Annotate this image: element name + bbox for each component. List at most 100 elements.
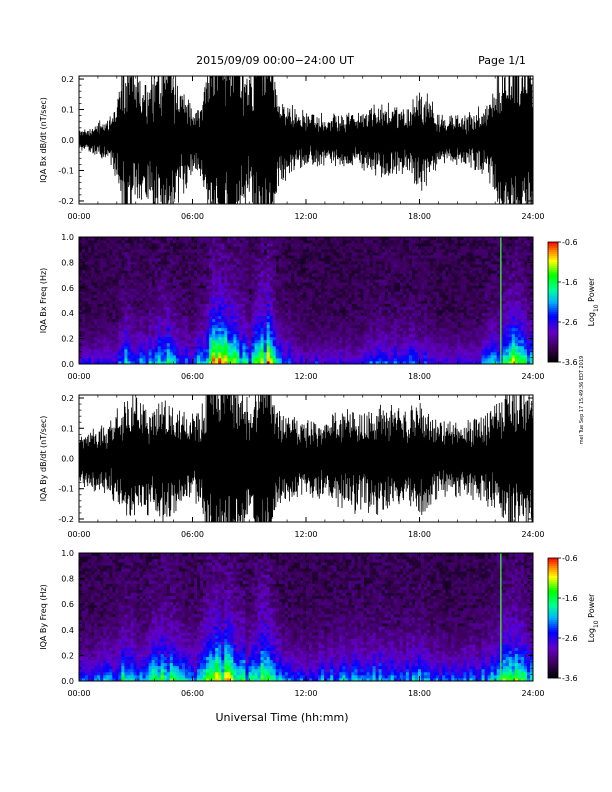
spectrogram-cell	[121, 306, 125, 310]
spectrogram-cell	[339, 270, 343, 274]
spectrogram-cell	[197, 345, 201, 350]
spectrogram-cell	[248, 294, 252, 298]
spectrogram-cell	[91, 315, 95, 320]
spectrogram-cell	[333, 360, 337, 364]
spectrogram-cell	[306, 306, 310, 310]
spectrogram-cell	[200, 291, 204, 295]
spectrogram-cell	[91, 237, 95, 241]
spectrogram-cell	[175, 303, 180, 307]
spectrogram-cell	[206, 318, 210, 323]
spectrogram-cell	[181, 303, 186, 307]
spectrogram-cell	[257, 315, 261, 320]
spectrogram-cell	[227, 306, 231, 310]
spectrogram-cell	[302, 306, 307, 310]
spectrogram-cell	[390, 336, 395, 341]
spectrogram-cell	[399, 291, 404, 295]
spectrogram-cell	[414, 318, 419, 323]
spectrogram-cell	[427, 270, 431, 274]
spectrogram-cell	[251, 267, 255, 271]
spectrogram-cell	[333, 345, 337, 350]
spectrogram-cell	[427, 324, 431, 329]
spectrogram-cell	[209, 303, 213, 307]
spectrogram-cell	[209, 249, 213, 253]
spectrogram-cell	[260, 267, 265, 271]
spectrogram-cell	[269, 327, 274, 332]
spectrogram-cell	[221, 357, 225, 362]
spectrogram-cell	[233, 318, 237, 323]
spectrogram-cell	[245, 276, 249, 280]
spectrogram-cell	[166, 300, 171, 304]
spectrogram-cell	[290, 297, 295, 301]
spectrogram-cell	[227, 351, 231, 356]
spectrogram-cell	[321, 339, 325, 344]
spectrogram-cell	[94, 276, 98, 280]
spectrogram-cell	[302, 339, 307, 344]
spectrogram-cell	[142, 315, 146, 320]
spectrogram-cell	[212, 273, 216, 277]
spectrogram-cell	[290, 303, 295, 307]
spectrogram-cell	[424, 297, 428, 301]
spectrogram-cell	[197, 330, 201, 335]
spectrogram-cell	[130, 345, 134, 350]
spectrogram-cell	[272, 354, 277, 359]
spectrogram-cell	[115, 351, 119, 356]
spectrogram-cell	[181, 306, 186, 310]
spectrogram-cell	[121, 240, 125, 244]
spectrogram-cell	[448, 288, 452, 292]
spectrogram-cell	[139, 246, 143, 250]
spectrogram-cell	[436, 255, 440, 259]
spectrogram-cell	[88, 297, 92, 301]
spectrogram-cell	[457, 330, 461, 335]
spectrogram-cell	[433, 243, 437, 247]
spectrogram-cell	[321, 267, 325, 271]
spectrogram-cell	[139, 351, 143, 356]
spectrogram-cell	[309, 303, 313, 307]
spectrogram-cell	[390, 306, 395, 310]
spectrogram-cell	[336, 312, 340, 317]
spectrogram-cell	[315, 312, 319, 317]
spectrogram-cell	[227, 252, 231, 256]
spectrogram-cell	[448, 297, 452, 301]
spectrogram-cell	[306, 273, 310, 277]
spectrogram-cell	[360, 291, 364, 295]
spectrogram-cell	[296, 249, 301, 253]
spectrogram-cell	[306, 285, 310, 289]
spectrogram-cell	[339, 348, 343, 353]
spectrogram-cell	[91, 285, 95, 289]
spectrogram-cell	[257, 291, 261, 295]
spectrogram-cell	[366, 354, 370, 359]
spectrogram-cell	[290, 324, 295, 329]
spectrogram-cell	[433, 276, 437, 280]
spectrogram-cell	[148, 258, 153, 262]
spectrogram-cell	[318, 348, 322, 353]
spectrogram-cell	[405, 339, 410, 344]
spectrogram-cell	[272, 330, 277, 335]
spectrogram-cell	[269, 258, 274, 262]
spectrogram-cell	[124, 339, 128, 344]
spectrogram-cell	[148, 252, 153, 256]
spectrogram-cell	[263, 342, 268, 347]
spectrogram-cell	[227, 249, 231, 253]
spectrogram-cell	[290, 240, 295, 244]
spectrogram-cell	[139, 309, 143, 313]
spectrogram-cell	[187, 351, 192, 356]
spectrogram-cell	[366, 279, 370, 283]
spectrogram-cell	[390, 246, 395, 250]
spectrogram-cell	[463, 327, 467, 332]
spectrogram-cell	[115, 246, 119, 250]
spectrogram-cell	[115, 342, 119, 347]
spectrogram-cell	[417, 294, 422, 298]
figure-title: 2015/09/09 00:00−24:00 UT	[196, 54, 354, 67]
spectrogram-cell	[224, 291, 228, 295]
spectrogram-cell	[94, 288, 98, 292]
spectrogram-cell	[360, 333, 364, 338]
spectrogram-cell	[94, 333, 98, 338]
spectrogram-cell	[390, 255, 395, 259]
spectrogram-cell	[275, 237, 280, 241]
spectrogram-cell	[151, 300, 156, 304]
spectrogram-cell	[127, 309, 131, 313]
spectrogram-cell	[203, 351, 207, 356]
spectrogram-cell	[190, 312, 195, 317]
spectrogram-cell	[396, 306, 401, 310]
spectrogram-cell	[163, 264, 168, 268]
